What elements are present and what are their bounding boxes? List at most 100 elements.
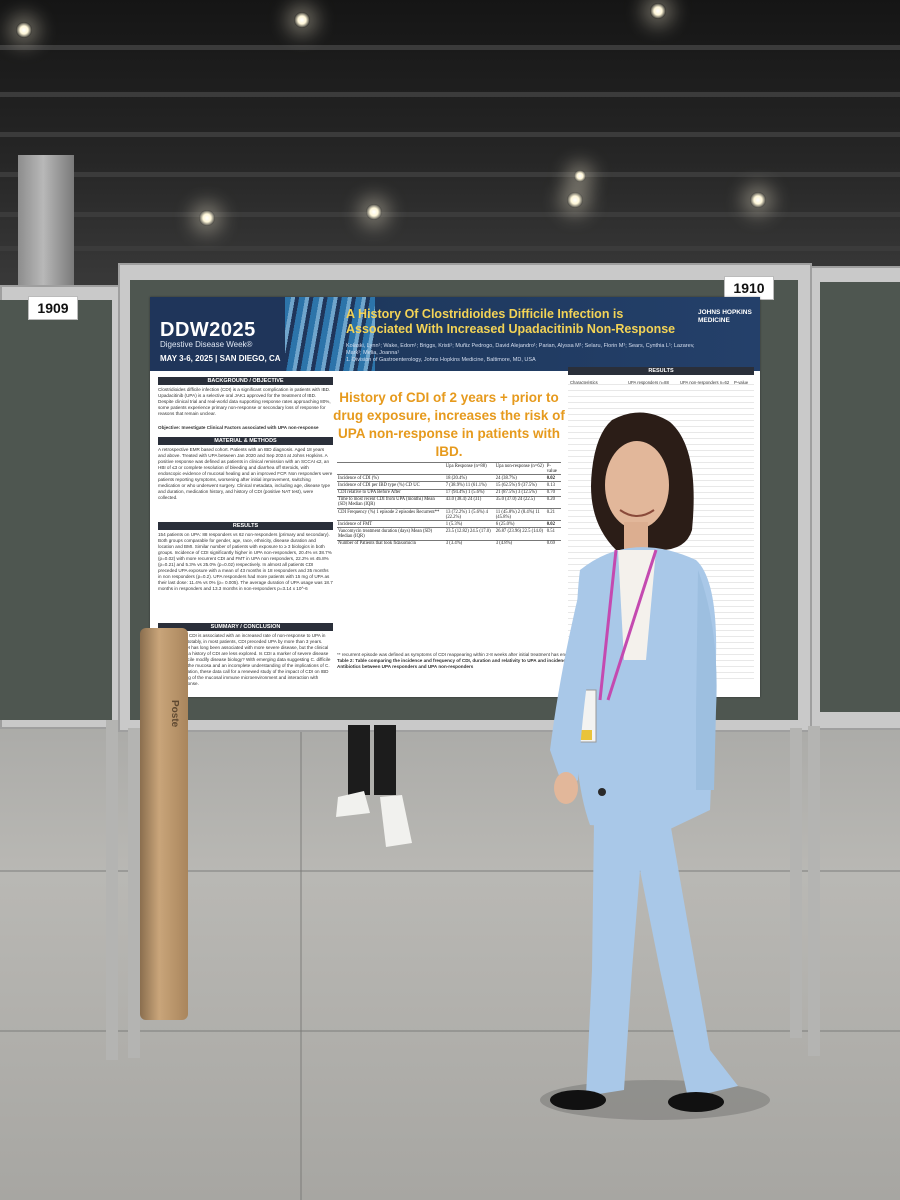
- poster-authors: Kolaski, Lynn¹; Wake, Edom¹; Briggs, Kri…: [346, 343, 706, 364]
- ceiling-beam: [0, 92, 900, 97]
- table-cell: 18 (20.4%): [444, 474, 495, 482]
- table-cell: CDI Frequency (%) 1 episode 2 episodes R…: [337, 507, 445, 521]
- results-text: 154 patients on UPA: 88 responders vs 62…: [158, 532, 333, 591]
- face: [605, 441, 669, 529]
- table-row: Number of Patients that took fidaxomicin…: [337, 539, 561, 547]
- table-row: Vancomycin treatment duration (days) Mea…: [337, 527, 561, 540]
- table-cell: Incidence of CDI (%): [337, 474, 445, 482]
- table-cell: Incidence of FMT: [337, 520, 445, 528]
- presenter: [550, 412, 738, 1112]
- ceiling-light: [366, 204, 382, 220]
- support-column: [18, 155, 74, 295]
- jacket-button: [598, 788, 606, 796]
- shoe-icon: [550, 1090, 606, 1110]
- table-cell: 0.51: [545, 527, 561, 540]
- table-cell: Vancomycin treatment duration (days) Mea…: [337, 527, 445, 540]
- table-cell: Time to most recent CDI from UPA (months…: [337, 495, 445, 509]
- smile: [619, 509, 655, 517]
- ceiling-light: [567, 192, 583, 208]
- research-poster: DDW2025 Digestive Disease Week® MAY 3-6,…: [150, 297, 760, 697]
- poster-header: DDW2025 Digestive Disease Week® MAY 3-6,…: [150, 297, 760, 371]
- booth-number-right: 1910: [724, 276, 774, 300]
- ceiling-beam: [0, 246, 900, 251]
- table-cell: CDI relative to UPA Before After: [337, 488, 445, 497]
- background-text: Clostridioides difficile infection (CDI)…: [158, 387, 331, 416]
- table-cell: 21 (87.5%) 3 (12.5%): [494, 488, 546, 497]
- ceiling-light: [574, 170, 586, 182]
- left-hand: [554, 772, 578, 804]
- table-cell: 43.0 (38.4) 24 (31): [444, 495, 495, 509]
- right-board-surface: [820, 282, 900, 712]
- board-leg: [106, 720, 118, 1060]
- table-cell: 11 (45.8%) 2 (8.4%) 11 (45.8%): [494, 507, 546, 521]
- table-row: CDI Frequency (%) 1 episode 2 episodes R…: [337, 507, 561, 521]
- table-row: Incidence of CDI (%) 18 (20.4%) 24 (38.7…: [337, 474, 561, 482]
- ceiling-beam: [0, 45, 900, 50]
- table-cell: 0.02: [545, 474, 561, 482]
- passerby-leg: [348, 725, 370, 795]
- results-right-heading: RESULTS: [568, 367, 754, 375]
- conference-logo: DDW2025: [160, 319, 256, 341]
- ceiling-beam: [0, 132, 900, 137]
- table-notes: ** recurrent episode was defined as symp…: [337, 652, 597, 670]
- table-cell: 24 (38.7%): [494, 474, 546, 482]
- table-footnote: ** recurrent episode was defined as symp…: [337, 652, 574, 657]
- decorative-stripes: [285, 297, 375, 371]
- results-heading: RESULTS: [158, 522, 333, 530]
- table-caption: Table 2: Table comparing the incidence a…: [337, 658, 595, 669]
- passerby-leg: [374, 725, 396, 795]
- methods-heading: MATERIAL & METHODS: [158, 437, 333, 445]
- table-row: Incidence of FMT 1 (5.3%) 6 (25.0%) 0.02: [337, 520, 561, 528]
- table-cell: 23.5 (12.82) 24.5 (17.0): [444, 527, 495, 540]
- table-row: Time to most recent CDI from UPA (months…: [337, 495, 561, 509]
- floor-seam: [0, 1030, 900, 1032]
- summary-heading: SUMMARY / CONCLUSION: [158, 623, 333, 631]
- board-leg: [790, 728, 802, 1038]
- table-cell: 7 (38.9%) 11 (61.1%): [444, 481, 495, 490]
- floor-seam: [0, 870, 900, 872]
- author-affiliation: 1. Division of Gastroenterology, Johns H…: [346, 357, 536, 363]
- author-list: Kolaski, Lynn¹; Wake, Edom¹; Briggs, Kri…: [346, 343, 695, 356]
- table-header-cell: Upa non-response (n=62): [494, 461, 546, 475]
- ceiling-light: [294, 12, 310, 28]
- ceiling-light: [16, 22, 32, 38]
- board-leg: [128, 728, 140, 1058]
- passerby-legs: [336, 725, 412, 847]
- neck: [624, 522, 648, 552]
- table-cell: 3 (4.8%): [494, 539, 546, 547]
- table-cell: 17 (94.4%) 1 (5.6%): [444, 488, 495, 497]
- trousers: [586, 822, 738, 1098]
- results-col-header: Characteristics: [570, 380, 598, 385]
- key-finding-headline: History of CDI of 2 years + prior to dru…: [333, 390, 565, 459]
- ceiling-beam: [0, 212, 900, 217]
- table-cell: Number of Patients that took fidaxomicin: [337, 539, 445, 547]
- ceiling-light: [650, 3, 666, 19]
- objective-text: Objective: Investigate Clinical Factors …: [158, 425, 319, 430]
- ceiling-light: [199, 210, 215, 226]
- results-col-header: UPA non-responders n=62: [680, 380, 730, 385]
- table-cell: 0.70: [545, 488, 561, 497]
- table-cell: 0.02: [545, 520, 561, 528]
- table-header-cell: P-value: [545, 461, 561, 475]
- table-cell: 0.69: [545, 539, 561, 547]
- table-cell: 26.87 (23.96) 22.5 (14.0): [494, 527, 546, 540]
- sneaker-icon: [336, 791, 370, 817]
- poster-tube: [140, 628, 188, 1020]
- left-arm: [550, 580, 592, 790]
- poster-tube-label: Poste: [169, 700, 180, 728]
- board-leg: [808, 726, 820, 1056]
- table-cell: 13 (72.2%) 1 (5.6%) 4 (22.2%): [444, 507, 495, 521]
- table-cell: 6 (25.0%): [494, 520, 546, 528]
- table-cell: 0.20: [545, 495, 561, 509]
- institution-logo: JOHNS HOPKINS MEDICINE: [698, 309, 752, 324]
- left-board-surface: [0, 300, 112, 720]
- ceiling-light: [750, 192, 766, 208]
- table-cell: 15 (62.5%) 9 (37.5%): [494, 481, 546, 490]
- table-cell: 35.0 (37.0) 24 (22.5): [494, 495, 546, 509]
- methods-text: A retrospective EMR based cohort. Patien…: [158, 447, 333, 500]
- conference-date: MAY 3-6, 2025 | SAN DIEGO, CA: [160, 354, 281, 363]
- results-col-header: UPA responders n=88: [628, 380, 669, 385]
- table-header-cell: Upa Response (n=88): [444, 461, 495, 475]
- shoe-icon: [668, 1092, 724, 1112]
- sneaker-icon: [380, 795, 412, 847]
